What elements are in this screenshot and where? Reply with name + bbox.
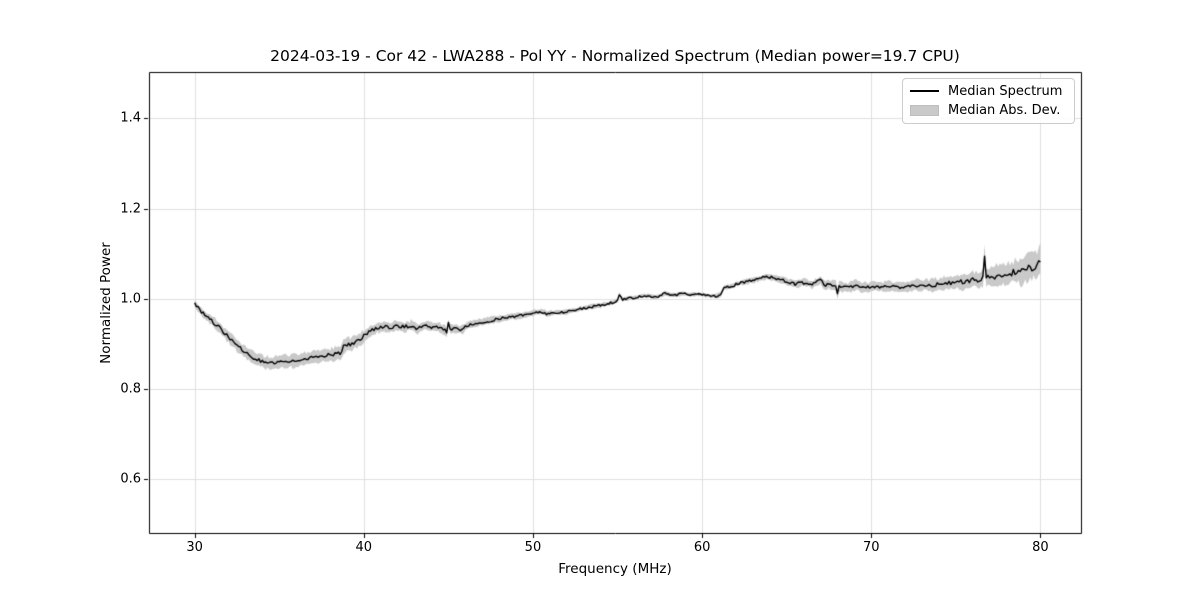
y-tick-label: 1.2 xyxy=(120,201,141,217)
x-tick-label: 80 xyxy=(1032,540,1049,555)
x-axis-label: Frequency (MHz) xyxy=(558,561,672,577)
legend-label: Median Spectrum xyxy=(948,83,1063,99)
y-tick-label: 1.4 xyxy=(120,110,141,126)
y-tick-label: 0.8 xyxy=(120,381,141,397)
legend-item-median-spectrum: Median Spectrum xyxy=(910,83,1067,100)
chart-title: 2024-03-19 - Cor 42 - LWA288 - Pol YY - … xyxy=(270,47,960,65)
legend-item-median-abs-dev: Median Abs. Dev. xyxy=(910,103,1067,120)
y-tick-label: 1.0 xyxy=(120,291,141,307)
legend-label: Median Abs. Dev. xyxy=(948,103,1061,119)
x-tick-label: 60 xyxy=(693,540,711,555)
x-tick-label: 50 xyxy=(524,540,542,555)
legend-box: Median Spectrum Median Abs. Dev. xyxy=(902,78,1075,124)
x-tick-label: 30 xyxy=(186,540,203,555)
legend-line-sample-icon xyxy=(910,90,939,93)
legend-patch-sample-icon xyxy=(910,105,939,117)
y-axis-label: Normalized Power xyxy=(98,242,114,364)
x-tick-label: 40 xyxy=(355,540,373,555)
y-tick-label: 0.6 xyxy=(120,471,141,487)
x-tick-label: 70 xyxy=(862,540,880,555)
